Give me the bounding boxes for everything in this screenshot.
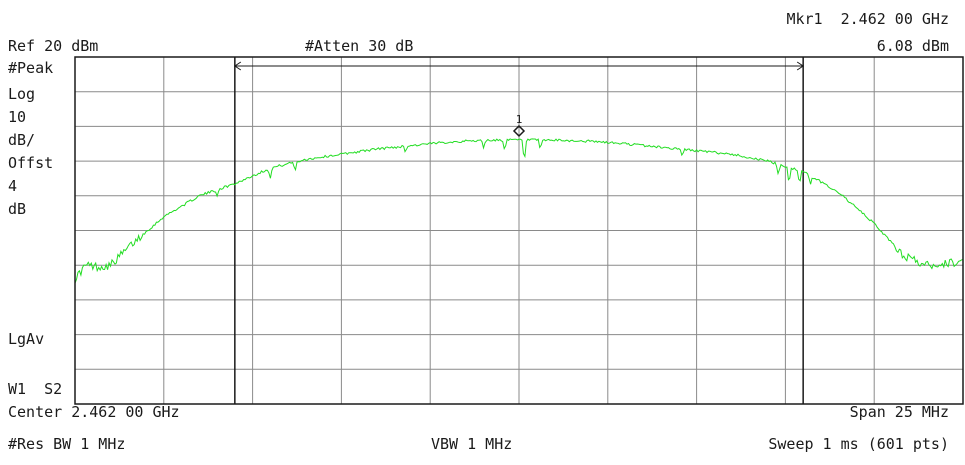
marker-number: 1	[516, 113, 523, 126]
graticule	[75, 57, 963, 404]
